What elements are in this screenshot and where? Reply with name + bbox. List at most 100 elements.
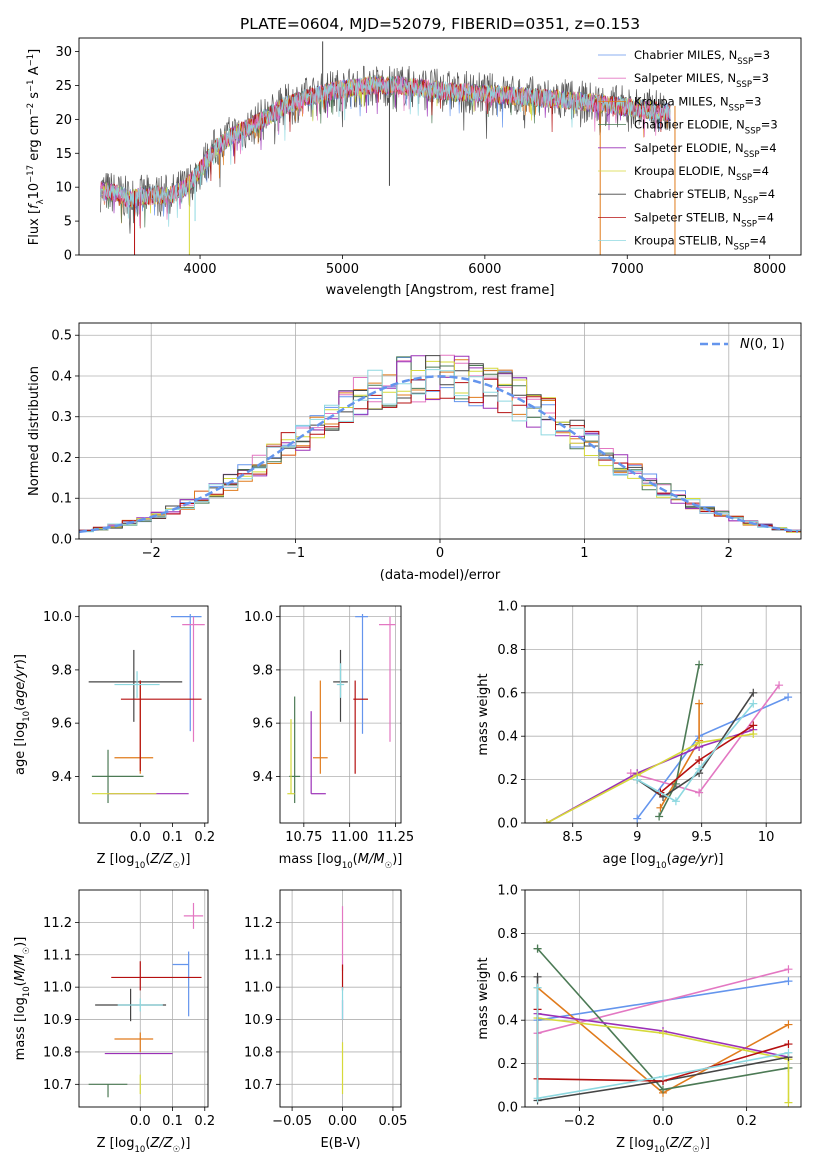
y-tick-label: 9.8 [51,663,72,678]
plot-area [100,41,676,255]
legend-entry: Kroupa ELODIE, NSSP=4 [634,164,769,183]
text-span: ( [13,706,28,711]
plot-area [88,902,204,1098]
y-tick-label: 9.4 [252,770,273,785]
x-axis-label: (data-model)/error [380,568,501,583]
figure-title: PLATE=0604, MJD=52079, FIBERID=0351, z=0… [240,15,640,33]
x-axis-label: wavelength [Angstrom, rest frame] [326,283,555,298]
weight-marker [749,688,758,697]
text-span: ( [145,852,150,867]
text-span: ☉ [22,947,32,955]
text-span: )] [392,852,402,867]
legend-entry: Salpeter MILES, NSSP=3 [634,71,769,90]
y-tick-label: 10.0 [244,610,273,625]
weight-line [636,692,754,798]
text-span: ] [27,49,42,54]
text-span: λ [36,199,46,204]
x-tick-label: 0.2 [736,1114,757,1129]
axes-frame [524,889,802,1108]
text-span: Z/Z [149,1136,173,1151]
weight-marker [749,699,758,708]
text-span: −2 [26,103,36,116]
x-tick-label: 11.00 [331,830,368,845]
text-span: erg cm [27,115,42,164]
text-span: 10 [135,861,146,871]
legend-entry: Salpeter STELIB, NSSP=4 [634,210,774,229]
text-span: =3 [753,48,770,62]
x-axis-label: Z [log10(Z/Z☉)] [97,1136,191,1155]
y-axis-label: age [log10(age/yr)] [13,654,32,775]
y-axis-label: mass weight [476,673,491,755]
text-span: ☉ [385,861,393,871]
spectrum-panel: 4000 5000 6000 7000 8000 0 5 10 15 20 25 30 waveleng… [26,37,802,298]
weight-marker [784,1048,793,1057]
weight-marker [749,721,758,730]
text-span: age/yr [13,663,28,706]
y-tick-label: 9.6 [51,717,72,732]
axes-frame [524,605,802,824]
x-tick-label: 0.2 [194,830,215,845]
weight-marker [659,1085,667,1094]
y-tick-label: 0.8 [497,643,518,658]
weight-line [636,703,754,803]
y-tick-label: 1.0 [497,884,518,899]
text-span: )] [180,1136,190,1151]
weight-marker [659,1072,667,1081]
text-span: Z/Z [149,852,173,867]
y-tick-label: 9.4 [51,770,72,785]
x-tick-label: 11.25 [377,830,414,845]
x-tick-label: 7000 [611,262,644,277]
weight-marker [749,730,758,739]
text-span: A [27,66,42,79]
x-tick-label: 0.0 [130,830,151,845]
axes-frame [78,889,209,1108]
y-tick-label: 0.6 [497,686,518,701]
text-span: age [log [603,852,656,867]
weight-marker [784,1020,793,1029]
x-axis-label: age [log10(age/yr)] [603,852,724,871]
text-span: 10 [342,861,353,871]
weight-marker [671,797,680,806]
text-span: ☉ [173,1145,181,1155]
text-span: mass [log [279,852,342,867]
text-span: )] [13,937,28,947]
weight-marker [533,972,542,981]
x-tick-label: 0.05 [378,1114,407,1129]
plot-area [533,944,793,1107]
text-span: N [740,337,750,352]
mass-vs-ebv-panel: −0.05 0.00 0.05 10.7 10.8 10.9 11.0 11.1 11.2 E(B… [244,889,407,1151]
x-tick-label: −1 [286,546,305,561]
legend-entry: Chabrier MILES, NSSP=3 [634,48,770,67]
y-tick-label: 0.1 [51,492,72,507]
legend-entry: Salpeter ELODIE, NSSP=4 [634,141,777,160]
weight-marker [533,1094,542,1103]
y-axis-label: mass weight [476,957,491,1039]
x-tick-label: −0.05 [272,1114,312,1129]
weight-marker [695,738,704,747]
y-tick-label: 0.2 [497,773,518,788]
legend-entry: Chabrier ELODIE, NSSP=3 [634,118,778,137]
x-tick-label: 0.1 [162,830,183,845]
y-tick-label: 11.2 [43,916,72,931]
weight-line [546,733,754,823]
text-span: −17 [26,165,36,183]
text-span: )] [713,852,723,867]
weight-marker [784,693,793,702]
y-tick-label: 15 [55,147,72,162]
text-span: M/M [358,852,385,867]
y-tick-label: 11.0 [43,981,72,996]
weight-marker [659,1029,667,1038]
text-span: SSP [744,150,760,160]
plot-area [287,613,396,804]
legend-entry: Chabrier STELIB, NSSP=4 [634,187,775,206]
y-tick-label: 11.2 [244,916,273,931]
x-tick-label: 0.2 [194,1114,215,1129]
weight-marker [671,779,680,788]
axes-frame [279,605,402,824]
plot-area [542,660,793,823]
y-tick-label: 0 [64,249,72,264]
y-tick-label: 10.7 [244,1078,273,1093]
text-span: 10 [135,1145,146,1155]
